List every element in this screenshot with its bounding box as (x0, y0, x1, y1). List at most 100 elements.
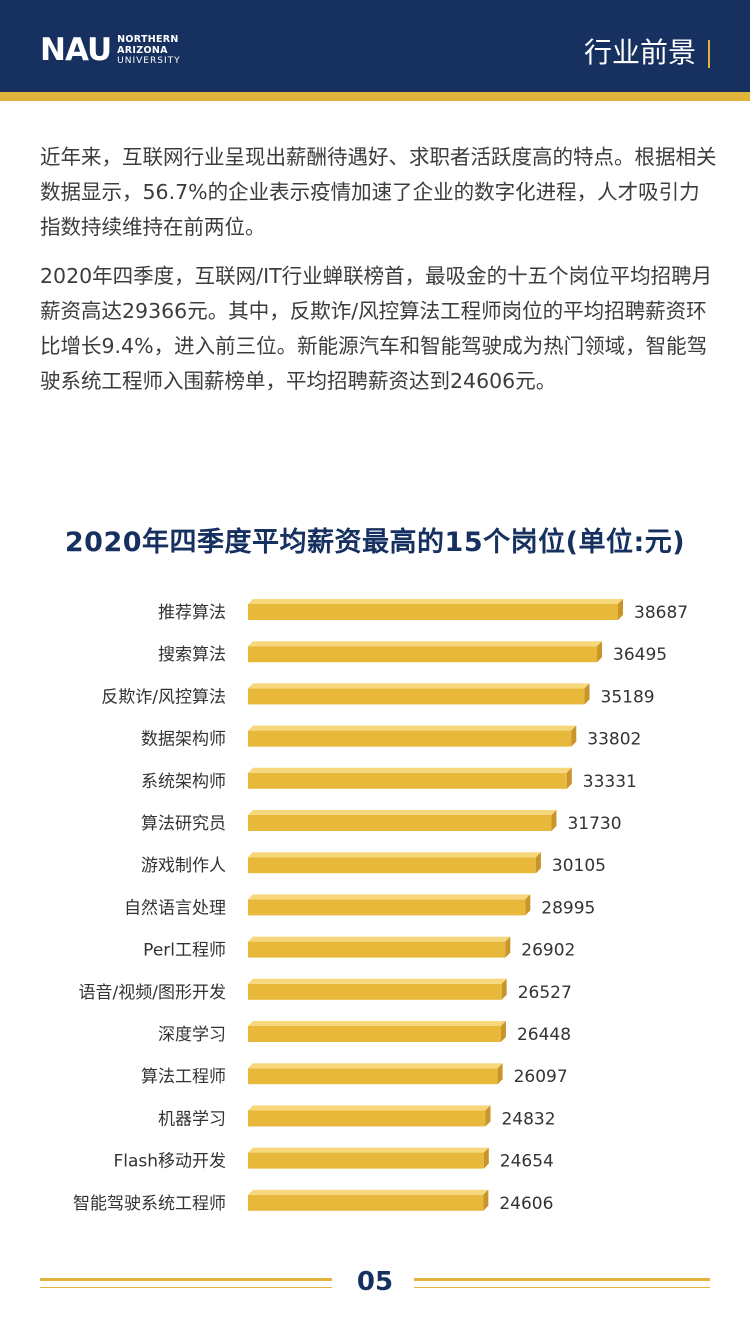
bar-group: 语音/视频/图形开发 26527 (79, 978, 572, 1003)
category-label: 算法研究员 (141, 814, 226, 834)
footer-line-left-thin (40, 1287, 332, 1288)
category-label: Perl工程师 (143, 941, 226, 961)
value-label: 35189 (601, 687, 655, 707)
category-label: 搜索算法 (158, 645, 226, 665)
bar-group: 算法工程师 26097 (141, 1063, 568, 1087)
bar-group: 推荐算法 38687 (158, 599, 688, 623)
bar (248, 857, 536, 874)
value-label: 36495 (613, 645, 667, 665)
value-label: 26527 (518, 983, 572, 1003)
bar-group: 自然语言处理 28995 (124, 894, 595, 918)
logo-wordmark: NORTHERN ARIZONA UNIVERSITY (117, 34, 180, 67)
logo-line-northern: NORTHERN (117, 33, 179, 45)
bar (248, 899, 526, 916)
section-title: 行业前景 (583, 36, 696, 69)
bar (248, 1068, 498, 1085)
category-label: 数据架构师 (141, 730, 226, 750)
bar-top-face (248, 810, 557, 815)
bar-side-face (483, 1147, 489, 1169)
section-title-divider (708, 40, 710, 68)
bar-group: 数据架构师 33802 (141, 725, 641, 750)
chart-title: 2020年四季度平均薪资最高的15个岗位(单位:元) (64, 527, 686, 558)
bar-group: 搜索算法 36495 (158, 641, 667, 665)
value-label: 28995 (541, 898, 595, 918)
bar (248, 772, 567, 789)
bar-side-face (483, 1189, 489, 1211)
bar-top-face (248, 894, 531, 900)
bar-group: 反欺诈/风控算法 35189 (101, 683, 655, 707)
bar-top-face (248, 641, 603, 647)
value-label: 33802 (587, 730, 641, 750)
bar-side-face (551, 810, 557, 831)
bar-group: 深度学习 26448 (158, 1021, 571, 1045)
bar-group: 机器学习 24832 (158, 1105, 556, 1129)
logo-mark: NAU (40, 31, 112, 68)
logo-line-arizona: ARIZONA (117, 44, 168, 56)
bar-top-face (248, 1147, 489, 1153)
bar (248, 688, 585, 705)
bar-top-face (248, 1021, 506, 1026)
bar-side-face (485, 1105, 491, 1127)
bar (248, 815, 552, 831)
bar (248, 983, 502, 1000)
header-accent-stripe (0, 92, 750, 101)
bar-side-face (618, 599, 623, 620)
bar-top-face (248, 767, 572, 773)
bar-top-face (248, 683, 590, 689)
salary-bar-chart: 推荐算法 38687 搜索算法 36495 反欺诈/风控算法 35189 数据架构师 3380… (73, 599, 688, 1214)
bar (248, 1152, 484, 1169)
category-label: 智能驾驶系统工程师 (73, 1194, 226, 1214)
footer-line-right-thin (414, 1287, 710, 1288)
bar-side-face (597, 641, 603, 663)
category-label: Flash移动开发 (113, 1152, 226, 1172)
category-label: 算法工程师 (141, 1067, 226, 1087)
category-label: 语音/视频/图形开发 (79, 983, 226, 1003)
value-label: 26448 (517, 1025, 571, 1045)
intro-text: 近年来，互联网行业呈现出薪酬待遇好、求职者活跃度高的特点。根据相关数据显示，56… (40, 140, 720, 413)
bar (248, 1026, 501, 1042)
bar (248, 646, 598, 663)
bar-top-face (248, 852, 541, 858)
bar-top-face (248, 936, 511, 942)
category-label: 推荐算法 (158, 603, 226, 623)
bar-top-face (248, 978, 507, 984)
header-bar (0, 0, 750, 92)
bar-group: 游戏制作人 30105 (141, 852, 606, 876)
bar-side-face (535, 852, 541, 874)
value-label: 38687 (634, 603, 688, 623)
value-label: 26902 (521, 941, 575, 961)
bar-top-face (248, 1189, 489, 1195)
bar-side-face (525, 894, 531, 916)
bar (248, 1194, 484, 1211)
value-label: 33331 (583, 772, 637, 792)
paragraph-1: 近年来，互联网行业呈现出薪酬待遇好、求职者活跃度高的特点。根据相关数据显示，56… (40, 145, 717, 239)
bar-side-face (566, 767, 572, 789)
value-label: 30105 (552, 856, 606, 876)
bar-side-face (500, 1021, 506, 1042)
category-label: 深度学习 (158, 1025, 226, 1045)
category-label: 系统架构师 (141, 772, 226, 792)
bar-group: 智能驾驶系统工程师 24606 (73, 1189, 553, 1214)
bar-group: 系统架构师 33331 (141, 767, 637, 792)
value-label: 24606 (499, 1194, 553, 1214)
value-label: 24832 (501, 1109, 555, 1129)
bar-side-face (584, 683, 590, 705)
category-label: 自然语言处理 (124, 898, 226, 918)
bar-group: Perl工程师 26902 (143, 936, 575, 961)
bar (248, 941, 506, 958)
bar-side-face (501, 978, 507, 1000)
logo-line-university: UNIVERSITY (117, 55, 181, 66)
category-label: 游戏制作人 (141, 856, 226, 876)
bar-side-face (505, 936, 511, 958)
category-label: 反欺诈/风控算法 (101, 687, 226, 707)
bar (248, 1110, 486, 1127)
footer-line-left (40, 1278, 332, 1281)
bar-top-face (248, 725, 577, 731)
paragraph-2: 2020年四季度，互联网/IT行业蝉联榜首，最吸金的十五个岗位平均招聘月薪资高达… (40, 264, 713, 393)
bar-group: 算法研究员 31730 (141, 810, 622, 834)
value-label: 24654 (500, 1152, 554, 1172)
bar-side-face (497, 1063, 503, 1085)
bar (248, 730, 572, 747)
bar-top-face (248, 1105, 491, 1111)
value-label: 31730 (567, 814, 621, 834)
